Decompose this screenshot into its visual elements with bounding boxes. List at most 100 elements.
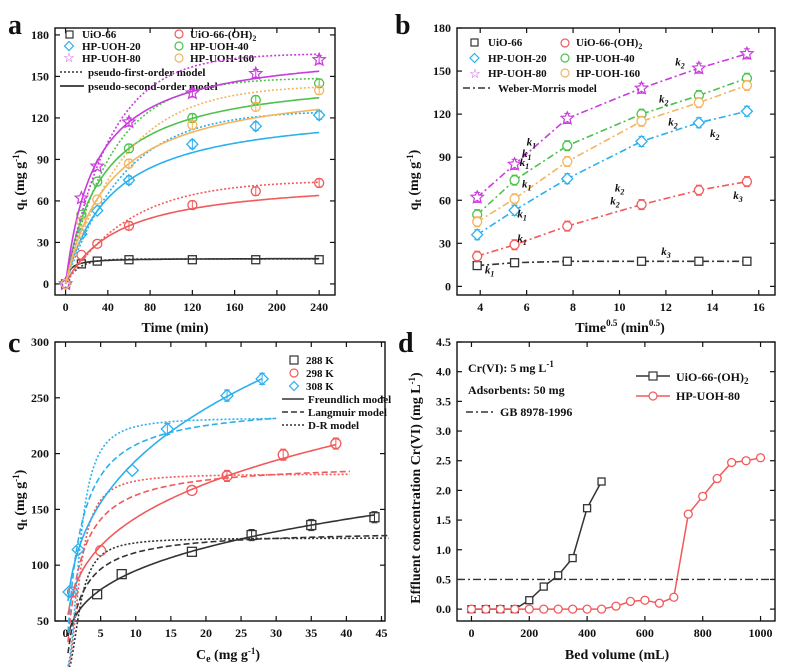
- y-tick-label: 4.5: [436, 335, 451, 349]
- legend-b-uio66oh2: UiO-66-(OH)2: [576, 37, 642, 51]
- point-HP-UOH-40: [123, 143, 135, 154]
- wm-fit-HP-UOH-80: [476, 53, 748, 198]
- legend-b-hp80-marker: ☆: [469, 66, 481, 81]
- panel-b-legend: UiO-66 UiO-66-(OH)2 HP-UOH-20 HP-UOH-40 …: [463, 37, 642, 95]
- legend-a-hp160-marker: [174, 53, 184, 63]
- point-HP-UOH-160: [693, 97, 705, 108]
- point-HP-UOH-80: [466, 604, 477, 614]
- panel-b-xlabel: Time0.5 (min0.5): [575, 318, 665, 336]
- legend-a-hp20: HP-UOH-20: [82, 41, 141, 53]
- panel-b-letter: b: [395, 10, 411, 41]
- point-HP-UOH-20: [560, 172, 574, 186]
- point-UiO-66: [742, 256, 752, 266]
- legend-c-298: 298 K: [306, 368, 334, 380]
- legend-a-hp160: HP-UOH-160: [190, 53, 255, 65]
- rate-constant-label: k1: [517, 208, 527, 222]
- point-UiO-66-(OH)2: [76, 249, 87, 261]
- wm-fit-HP-UOH-160: [476, 84, 748, 223]
- point-UiO-66-(OH)2: [597, 477, 606, 486]
- point-HP-UOH-160: [314, 85, 325, 96]
- point-UiO-66-(OH)2: [562, 220, 573, 232]
- point-HP-UOH-40: [92, 176, 103, 187]
- point-UiO-66-(OH)2: [539, 582, 548, 591]
- point-HP-UOH-40: [509, 175, 520, 186]
- point-HP-UOH-80: [567, 604, 578, 614]
- x-tick-label: 0: [63, 626, 69, 640]
- x-tick-label: 30: [270, 626, 282, 640]
- panel-d-plot: [457, 453, 775, 614]
- point-288 K: [306, 519, 317, 531]
- breakthrough-line-UiO-66-(OH)2: [471, 481, 603, 610]
- point-HP-UOH-80: [654, 598, 665, 608]
- point-UiO-66: [694, 256, 704, 266]
- legend-d-hp80: HP-UOH-80: [676, 389, 740, 403]
- x-tick-label: 200: [268, 300, 286, 314]
- point-HP-UOH-80: [739, 45, 755, 61]
- point-UiO-66: [187, 255, 198, 265]
- rate-constant-label: k1: [527, 137, 537, 151]
- legend-d-uio: UiO-66-(OH)2: [676, 370, 749, 386]
- point-HP-UOH-80: [524, 604, 534, 614]
- y-tick-label: 2.5: [436, 454, 451, 468]
- panel-b-frame: [456, 27, 776, 296]
- legend-d-hp80-marker: [648, 391, 658, 401]
- wm-fit-UiO-66: [477, 260, 747, 267]
- legend-b-uio66-marker: [470, 38, 479, 47]
- y-tick-label: 4.0: [436, 365, 451, 379]
- point-HP-UOH-80: [596, 604, 607, 614]
- rate-constant-label: k2: [675, 56, 685, 70]
- panel-a-legend: UiO-66 UiO-66-(OH)2 HP-UOH-20 HP-UOH-40 …: [60, 29, 256, 93]
- point-HP-UOH-80: [669, 592, 679, 602]
- rate-constant-label: k3: [661, 246, 671, 260]
- y-tick-label: 60: [439, 193, 451, 207]
- point-UiO-66: [251, 255, 261, 265]
- panel-d-xlabel: Bed volume (mL): [565, 648, 670, 663]
- y-tick-label: 1.5: [436, 513, 451, 527]
- panel-c-frame: [54, 341, 386, 622]
- point-UiO-66-(OH)2: [568, 553, 577, 563]
- point-HP-UOH-80: [311, 51, 327, 67]
- wm-fit-UiO-66-(OH)2: [476, 180, 748, 257]
- y-tick-label: 50: [37, 614, 49, 628]
- point-HP-UOH-80: [469, 189, 485, 204]
- x-tick-label: 4: [477, 300, 483, 314]
- rate-constant-label: k2: [615, 183, 625, 197]
- x-tick-label: 10: [130, 626, 142, 640]
- point-HP-UOH-160: [76, 216, 87, 227]
- rate-constant-label: k2: [659, 94, 669, 108]
- point-UiO-66: [314, 255, 324, 265]
- legend-a-pso: pseudo-second-order model: [88, 81, 218, 93]
- point-HP-UOH-20: [740, 104, 754, 118]
- point-UiO-66-(OH)2: [741, 176, 753, 187]
- point-298 K: [277, 449, 289, 461]
- pfo-fit-UiO-66: [64, 258, 320, 285]
- legend-a-hp80-marker: ☆: [63, 50, 75, 65]
- x-tick-label: 0: [468, 626, 474, 640]
- legend-b-hp160: HP-UOH-160: [576, 68, 641, 80]
- x-tick-label: 8: [570, 300, 576, 314]
- point-308 K: [125, 463, 140, 478]
- point-308 K: [71, 542, 86, 557]
- point-HP-UOH-80: [510, 604, 520, 614]
- point-HP-UOH-20: [635, 134, 648, 148]
- legend-b-hp80: HP-UOH-80: [488, 68, 547, 80]
- x-tick-label: 45: [375, 626, 387, 640]
- x-tick-label: 20: [200, 626, 212, 640]
- point-HP-UOH-80: [553, 604, 563, 614]
- y-tick-label: 0: [43, 277, 49, 291]
- panel-a-xlabel: Time (min): [141, 321, 208, 336]
- point-308 K: [255, 371, 270, 386]
- y-tick-label: 180: [31, 28, 49, 42]
- legend-c-288: 288 K: [306, 355, 334, 367]
- point-HP-UOH-160: [472, 216, 483, 227]
- x-tick-label: 800: [694, 626, 712, 640]
- legend-a-hp40: HP-UOH-40: [190, 41, 249, 53]
- point-HP-UOH-80: [481, 604, 491, 614]
- legend-c-298-marker: [289, 368, 299, 378]
- y-tick-label: 150: [433, 64, 451, 78]
- legend-a-uio66-marker: [65, 30, 74, 39]
- y-tick-label: 3.0: [436, 424, 451, 438]
- y-tick-label: 120: [31, 111, 49, 125]
- wm-fit-HP-UOH-40: [476, 77, 748, 216]
- point-HP-UOH-20: [312, 108, 326, 122]
